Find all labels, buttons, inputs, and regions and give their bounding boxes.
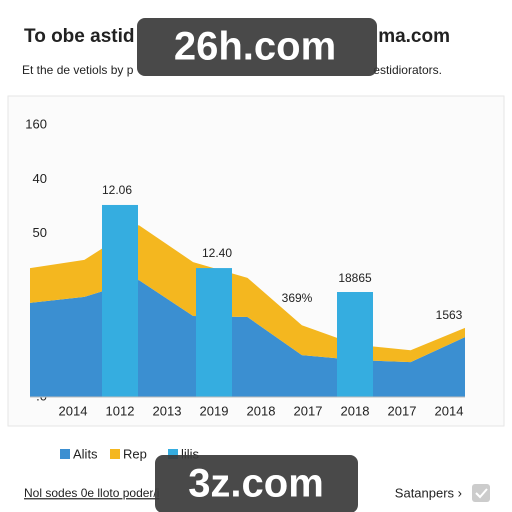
footer-action[interactable]: Satanpers › <box>395 485 462 500</box>
x-tick-label: 2014 <box>435 403 464 418</box>
watermark: 3z.com <box>188 462 324 506</box>
chart-title: To obe astid <box>24 26 134 47</box>
watermark-box <box>137 18 377 76</box>
x-tick-label: 2018 <box>247 403 276 418</box>
annotation: 369% <box>282 291 313 305</box>
chart-subtitle: Et the de vetiols by p <box>22 63 134 77</box>
y-tick-label: 40 <box>33 171 47 186</box>
x-tick-label: 2013 <box>153 403 182 418</box>
annotation: 12.40 <box>202 246 232 260</box>
annotation: 18865 <box>338 271 372 285</box>
legend-swatch <box>168 449 178 459</box>
x-tick-label: 1012 <box>106 403 135 418</box>
x-tick-label: 2018 <box>341 403 370 418</box>
x-tick-label: 2017 <box>388 403 417 418</box>
checkbox[interactable] <box>472 484 490 502</box>
x-tick-label: 2017 <box>294 403 323 418</box>
legend-swatch <box>60 449 70 459</box>
chart-title: ma.com <box>378 26 450 47</box>
legend-label: Alits <box>73 446 98 461</box>
bar <box>337 292 373 397</box>
bar <box>102 204 138 397</box>
annotation: 1563 <box>436 308 463 322</box>
footer-note: Nol sodes 0e lloto poder/i <box>24 486 159 500</box>
y-tick-label: 160 <box>25 116 47 131</box>
area <box>30 225 465 363</box>
x-tick-label: 2014 <box>59 403 88 418</box>
y-tick-label: 50 <box>33 225 47 240</box>
watermark: 26h.com <box>174 25 336 69</box>
bar <box>196 268 232 397</box>
checkbox-check <box>475 488 488 499</box>
chart-subtitle: estidiorators. <box>373 63 442 77</box>
legend-label: Rep <box>123 446 147 461</box>
annotation: 12.06 <box>102 183 132 197</box>
legend-swatch <box>110 449 120 459</box>
x-tick-label: 2019 <box>200 403 229 418</box>
watermark-box <box>155 455 358 512</box>
